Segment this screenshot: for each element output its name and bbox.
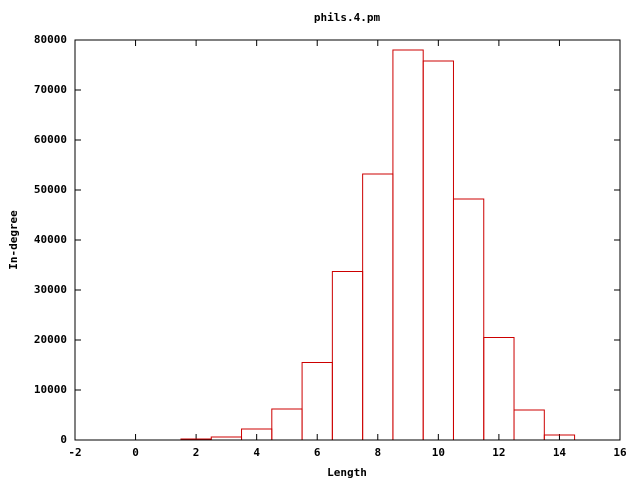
bar <box>392 49 424 441</box>
chart-title: phils.4.pm <box>314 11 381 24</box>
plot-frame <box>74 39 621 441</box>
x-tick-label: 2 <box>193 446 200 459</box>
x-tick-label: 6 <box>314 446 321 459</box>
x-tick-label: 10 <box>432 446 445 459</box>
y-tick-label: 80000 <box>34 33 67 46</box>
bar <box>331 271 364 441</box>
x-tick-label: 4 <box>253 446 260 459</box>
x-tick-label: 0 <box>132 446 139 459</box>
x-tick-label: 16 <box>613 446 627 459</box>
y-tick-label: 0 <box>60 433 67 446</box>
y-axis-label: In-degree <box>7 210 20 270</box>
y-tick-label: 40000 <box>34 233 67 246</box>
y-tick-label: 20000 <box>34 333 67 346</box>
x-tick-label: 8 <box>374 446 381 459</box>
x-tick-label: -2 <box>68 446 81 459</box>
bar <box>271 408 303 441</box>
x-tick-label: 14 <box>553 446 567 459</box>
bar <box>483 337 515 441</box>
y-tick-label: 50000 <box>34 183 67 196</box>
x-tick-label: 12 <box>492 446 505 459</box>
x-axis-label: Length <box>327 466 367 479</box>
y-tick-label: 60000 <box>34 133 67 146</box>
bar <box>513 409 545 441</box>
bar <box>301 362 333 441</box>
y-tick-label: 70000 <box>34 83 67 96</box>
y-tick-label: 30000 <box>34 283 67 296</box>
y-tick-label: 10000 <box>34 383 67 396</box>
bar <box>452 198 485 441</box>
bar <box>362 173 394 441</box>
bar <box>422 60 454 441</box>
